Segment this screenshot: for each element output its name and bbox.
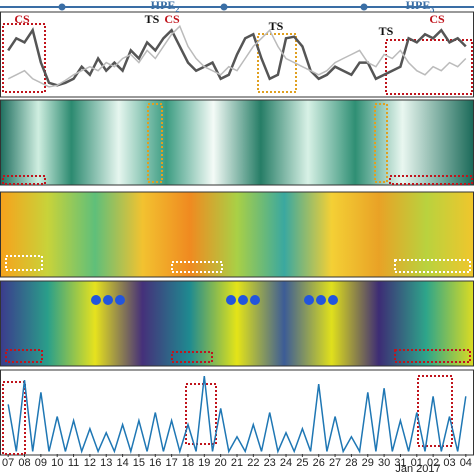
x-tick-label: 10 — [51, 457, 63, 469]
x-tick-label: 19 — [198, 457, 210, 469]
heatmap-panel — [0, 99, 474, 186]
x-tick-label: 11 — [68, 457, 79, 469]
period-label: HPE2 — [151, 0, 180, 14]
x-tick-label: 24 — [280, 457, 292, 469]
period-label: HPE3 — [406, 0, 435, 14]
x-tick-label: 07 — [2, 457, 14, 469]
x-tick-label: 28 — [345, 457, 357, 469]
x-tick-label: 03 — [443, 457, 455, 469]
period-subscript: 3 — [430, 5, 434, 14]
panel-frame — [0, 369, 474, 456]
heatmap-panel — [0, 191, 474, 278]
x-tick-label: 04 — [460, 457, 472, 469]
x-tick-label: 08 — [18, 457, 30, 469]
annotation: TS — [269, 19, 284, 33]
x-tick-label: 09 — [35, 457, 47, 469]
annotation: TS — [379, 24, 394, 38]
period-marker — [360, 3, 368, 11]
x-tick-label: 16 — [149, 457, 161, 469]
x-tick-label: 21 — [231, 457, 243, 469]
period-text: HPE — [406, 0, 431, 12]
highlight-boxes — [2, 23, 473, 455]
x-tick-label: 23 — [264, 457, 276, 469]
period-marker — [220, 3, 228, 11]
data-line — [7, 376, 467, 455]
x-tick-label: 02 — [427, 457, 439, 469]
x-axis-label: Jan 2017 — [395, 463, 440, 474]
period-text: HPE — [151, 0, 176, 12]
annotation: TS — [145, 12, 160, 26]
x-tick-label: 27 — [329, 457, 341, 469]
annotation: CS — [429, 12, 445, 26]
x-tick-label: 31 — [394, 457, 406, 469]
x-tick-label: 20 — [215, 457, 227, 469]
x-tick-label: 26 — [313, 457, 325, 469]
x-tick-label: 14 — [116, 457, 128, 469]
data-line — [7, 27, 467, 87]
x-tick-label: 25 — [296, 457, 308, 469]
heatmap-panel — [0, 280, 474, 367]
x-tick-label: 15 — [133, 457, 145, 469]
period-subscript: 2 — [175, 5, 179, 14]
x-tick-label: 18 — [182, 457, 194, 469]
x-tick-label: 30 — [378, 457, 390, 469]
data-line — [7, 24, 467, 88]
x-tick-label: 22 — [247, 457, 259, 469]
x-tick-label: 17 — [165, 457, 177, 469]
x-tick-label: 29 — [362, 457, 374, 469]
dot-group — [91, 295, 338, 305]
period-marker — [58, 3, 66, 11]
x-tick-label: 01 — [411, 457, 423, 469]
x-tick-label: 12 — [84, 457, 96, 469]
annotation: CS — [164, 12, 180, 26]
x-tick-label: 13 — [100, 457, 112, 469]
annotation: CS — [14, 12, 30, 26]
